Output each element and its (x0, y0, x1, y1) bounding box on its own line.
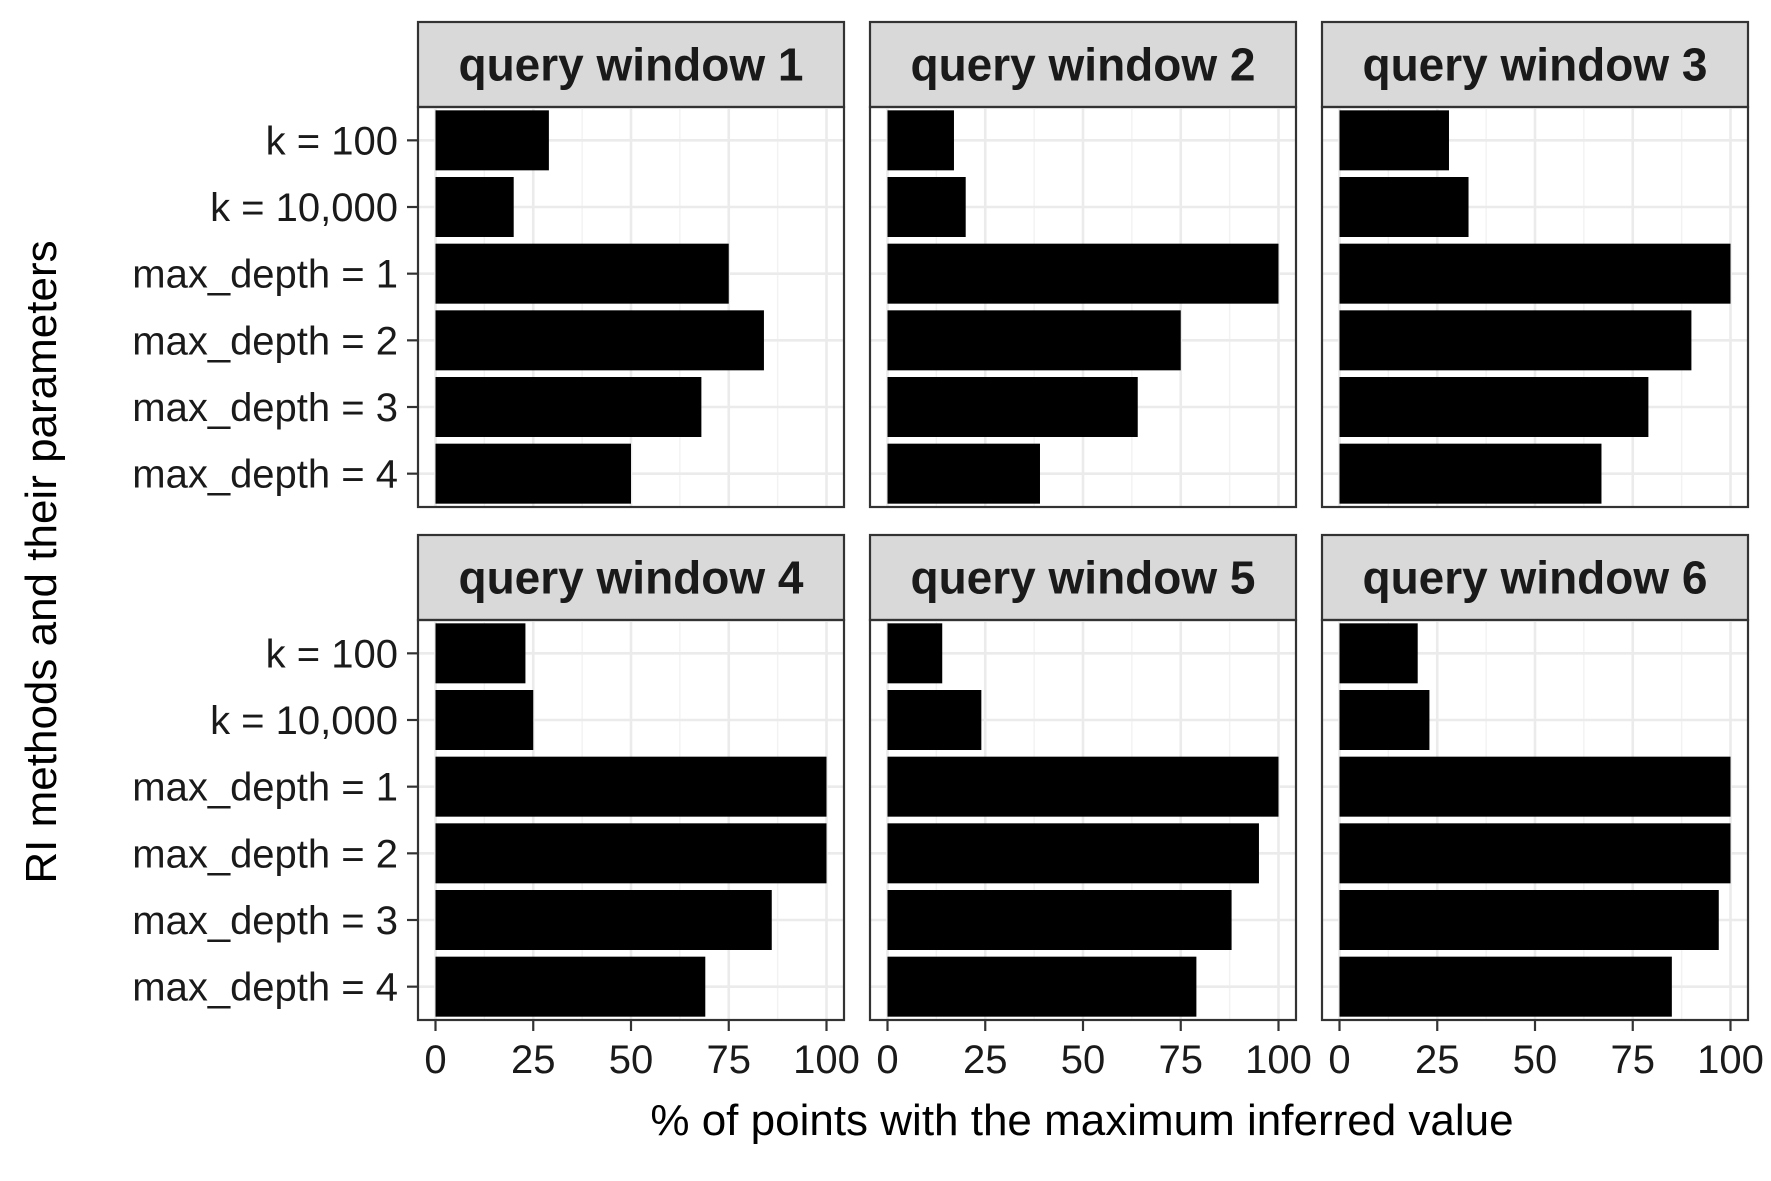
y-axis-title: RI methods and their parameters (17, 240, 66, 883)
bar (435, 443, 631, 504)
facet-strip-label: query window 6 (1362, 552, 1707, 604)
bar (435, 823, 827, 884)
facet-strip (416, 533, 846, 622)
bar (887, 377, 1138, 437)
panel-border (416, 105, 846, 509)
bar (1339, 110, 1449, 171)
y-tick-label: max_depth = 3 (132, 899, 398, 943)
bar (887, 443, 1040, 504)
x-tick-label: 25 (963, 1038, 1008, 1082)
bar (887, 890, 1232, 950)
panel-2: query window 2 (868, 20, 1298, 509)
x-tick-label: 50 (1513, 1038, 1558, 1082)
y-tick-label: max_depth = 1 (132, 766, 398, 810)
x-axis-title: % of points with the maximum inferred va… (650, 1096, 1513, 1145)
bar (1339, 443, 1602, 504)
bar (1339, 243, 1731, 304)
x-tick-label: 75 (1611, 1038, 1656, 1082)
facet-strip (1320, 20, 1750, 109)
facet-strip-label: query window 1 (458, 39, 803, 91)
panel-6: query window 6 0 25 50 75 100 (1320, 533, 1764, 1082)
y-tick-label: k = 100 (266, 632, 398, 676)
bar (887, 756, 1279, 817)
y-tick-label: max_depth = 4 (132, 966, 398, 1010)
panel-1: query window 1 k = 100 k = 10,000 max_depth… (132, 20, 846, 509)
bar (1339, 177, 1469, 237)
x-tick-label: 100 (1697, 1038, 1764, 1082)
bar (435, 623, 526, 684)
y-tick-label: k = 10,000 (210, 699, 398, 743)
bar (435, 756, 827, 817)
y-tick-label: k = 100 (266, 119, 398, 163)
panel-border (1320, 105, 1750, 509)
bar (887, 177, 966, 237)
panel-border (868, 105, 1298, 509)
bar (1339, 756, 1731, 817)
bar (1339, 823, 1731, 884)
x-tick-label: 75 (707, 1038, 752, 1082)
facet-strip-label: query window 2 (910, 39, 1255, 91)
y-tick-label: k = 10,000 (210, 186, 398, 230)
facet-panels: query window 1 k = 100 k = 10,000 max_depth… (132, 20, 1764, 1082)
bar (887, 690, 982, 750)
panel-5: query window 5 0 25 50 75 100 (868, 533, 1312, 1082)
bar (887, 243, 1279, 304)
x-tick-label: 100 (1245, 1038, 1312, 1082)
bar (887, 956, 1197, 1017)
bar (1339, 690, 1430, 750)
bar (435, 377, 702, 437)
bar (435, 690, 534, 750)
bar (435, 243, 729, 304)
bar (887, 110, 954, 171)
bar (887, 623, 943, 684)
y-tick-label: max_depth = 4 (132, 453, 398, 497)
bar (435, 956, 706, 1017)
x-tick-label: 0 (1328, 1038, 1350, 1082)
bar (1339, 377, 1649, 437)
bar (435, 110, 549, 171)
x-tick-label: 0 (876, 1038, 898, 1082)
panel-4: query window 4 k = 100 k = 10,000 max_depth… (132, 533, 860, 1082)
x-tick-label: 50 (1061, 1038, 1106, 1082)
bar (887, 823, 1259, 884)
panel-3: query window 3 (1320, 20, 1750, 509)
bar (435, 890, 772, 950)
bar (435, 177, 514, 237)
bar (1339, 623, 1418, 684)
x-tick-label: 25 (511, 1038, 556, 1082)
y-tick-label: max_depth = 2 (132, 319, 398, 363)
y-tick-label: max_depth = 3 (132, 386, 398, 430)
x-tick-label: 75 (1159, 1038, 1204, 1082)
y-tick-label: max_depth = 1 (132, 253, 398, 297)
bar (1339, 890, 1719, 950)
y-tick-label: max_depth = 2 (132, 832, 398, 876)
x-tick-label: 0 (424, 1038, 446, 1082)
facet-strip-label: query window 3 (1362, 39, 1707, 91)
facet-strip (868, 533, 1298, 622)
facet-strip-label: query window 4 (458, 552, 803, 604)
facet-strip-label: query window 5 (910, 552, 1255, 604)
facet-strip (1320, 533, 1750, 622)
facet-strip (868, 20, 1298, 109)
facet-strip (416, 20, 846, 109)
x-tick-label: 50 (609, 1038, 654, 1082)
bar (1339, 310, 1692, 371)
bar (887, 310, 1181, 371)
x-tick-label: 100 (793, 1038, 860, 1082)
x-tick-label: 25 (1415, 1038, 1460, 1082)
bar (1339, 956, 1672, 1017)
bar (435, 310, 764, 371)
